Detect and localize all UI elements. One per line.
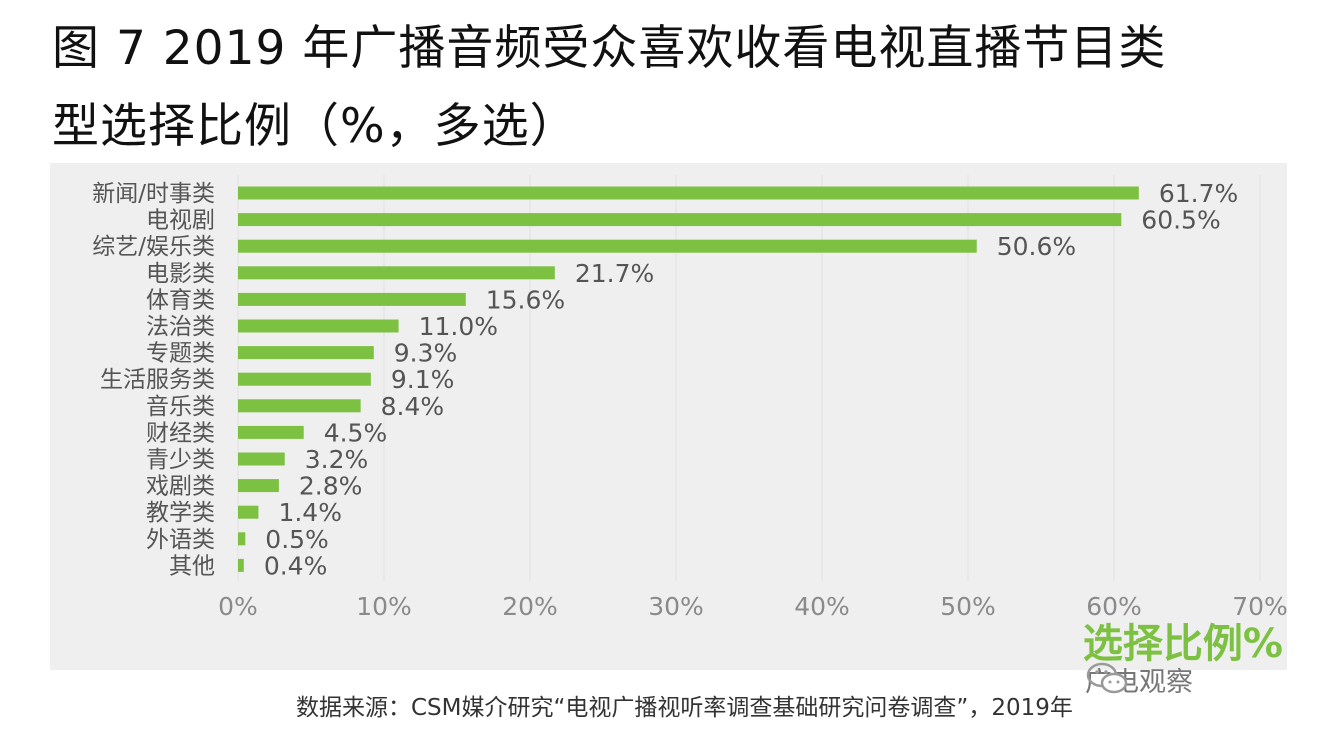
bar-11: [238, 479, 279, 493]
category-label-12: 教学类: [146, 500, 215, 526]
category-label-8: 音乐类: [146, 394, 215, 420]
value-label-6: 9.3%: [394, 339, 458, 368]
value-label-11: 2.8%: [299, 472, 363, 501]
bar-3: [238, 266, 555, 280]
category-label-11: 戏剧类: [146, 474, 215, 500]
chart-title-line-1: 图 7 2019 年广播音频受众喜欢收看电视直播节目类: [52, 21, 1167, 76]
category-label-9: 财经类: [146, 420, 215, 446]
bar-6: [238, 346, 374, 360]
bar-14: [238, 558, 244, 572]
chart-panel: 新闻/时事类 61.7% 电视剧 60.5% 综艺/娱乐类 50.6% 电影类 21.7% 体育…: [50, 163, 1287, 670]
value-label-3: 21.7%: [575, 259, 654, 288]
bar-0: [238, 186, 1139, 200]
x-tick-label-6: 60%: [1086, 592, 1142, 621]
value-label-4: 15.6%: [486, 285, 565, 314]
value-label-7: 9.1%: [391, 365, 455, 394]
category-label-1: 电视剧: [146, 208, 215, 234]
x-tick-label-2: 20%: [502, 592, 558, 621]
bar-9: [238, 425, 304, 439]
x-tick-label-3: 30%: [648, 592, 704, 621]
x-tick-label-4: 40%: [794, 592, 850, 621]
bar-chart: 新闻/时事类 61.7% 电视剧 60.5% 综艺/娱乐类 50.6% 电影类 21.7% 体育…: [92, 175, 1287, 667]
category-label-5: 法治类: [146, 314, 215, 340]
category-label-0: 新闻/时事类: [92, 181, 215, 207]
x-tick-label-0: 0%: [218, 592, 258, 621]
bar-2: [238, 239, 977, 253]
bar-7: [238, 372, 371, 386]
value-label-1: 60.5%: [1141, 206, 1220, 235]
category-label-4: 体育类: [146, 287, 215, 313]
category-label-10: 青少类: [146, 447, 215, 473]
wechat-icon: [1086, 662, 1128, 694]
category-label-14: 其他: [169, 553, 215, 579]
value-label-10: 3.2%: [305, 445, 369, 474]
bar-12: [238, 505, 259, 519]
value-label-9: 4.5%: [324, 418, 388, 447]
value-label-2: 50.6%: [997, 232, 1076, 261]
source-note: 数据来源：CSM媒介研究“电视广播视听率调查基础研究问卷调查”，2019年: [296, 695, 1073, 721]
x-tick-label-5: 50%: [940, 592, 996, 621]
x-tick-label-1: 10%: [356, 592, 412, 621]
value-label-5: 11.0%: [419, 312, 498, 341]
chart-title-line-2: 型选择比例（%，多选）: [52, 99, 578, 154]
value-label-12: 1.4%: [278, 498, 342, 527]
x-axis-title: 选择比例%: [1083, 621, 1283, 667]
value-label-14: 0.4%: [264, 551, 328, 580]
value-label-13: 0.5%: [265, 525, 329, 554]
bar-8: [238, 399, 361, 413]
bar-1: [238, 213, 1122, 227]
category-label-6: 专题类: [146, 341, 215, 367]
bar-5: [238, 319, 399, 333]
bar-10: [238, 452, 285, 466]
category-label-2: 综艺/娱乐类: [92, 234, 215, 260]
value-label-8: 8.4%: [381, 392, 445, 421]
bar-4: [238, 292, 466, 306]
value-label-0: 61.7%: [1159, 179, 1238, 208]
category-label-3: 电影类: [146, 261, 215, 287]
watermark: 广电观察: [1085, 660, 1193, 699]
category-label-7: 生活服务类: [100, 367, 215, 393]
category-label-13: 外语类: [146, 527, 215, 553]
bar-13: [238, 532, 246, 546]
x-tick-label-7: 70%: [1232, 592, 1287, 621]
chart-title: 图 7 2019 年广播音频受众喜欢收看电视直播节目类 型选择比例（%，多选）: [52, 10, 1302, 166]
